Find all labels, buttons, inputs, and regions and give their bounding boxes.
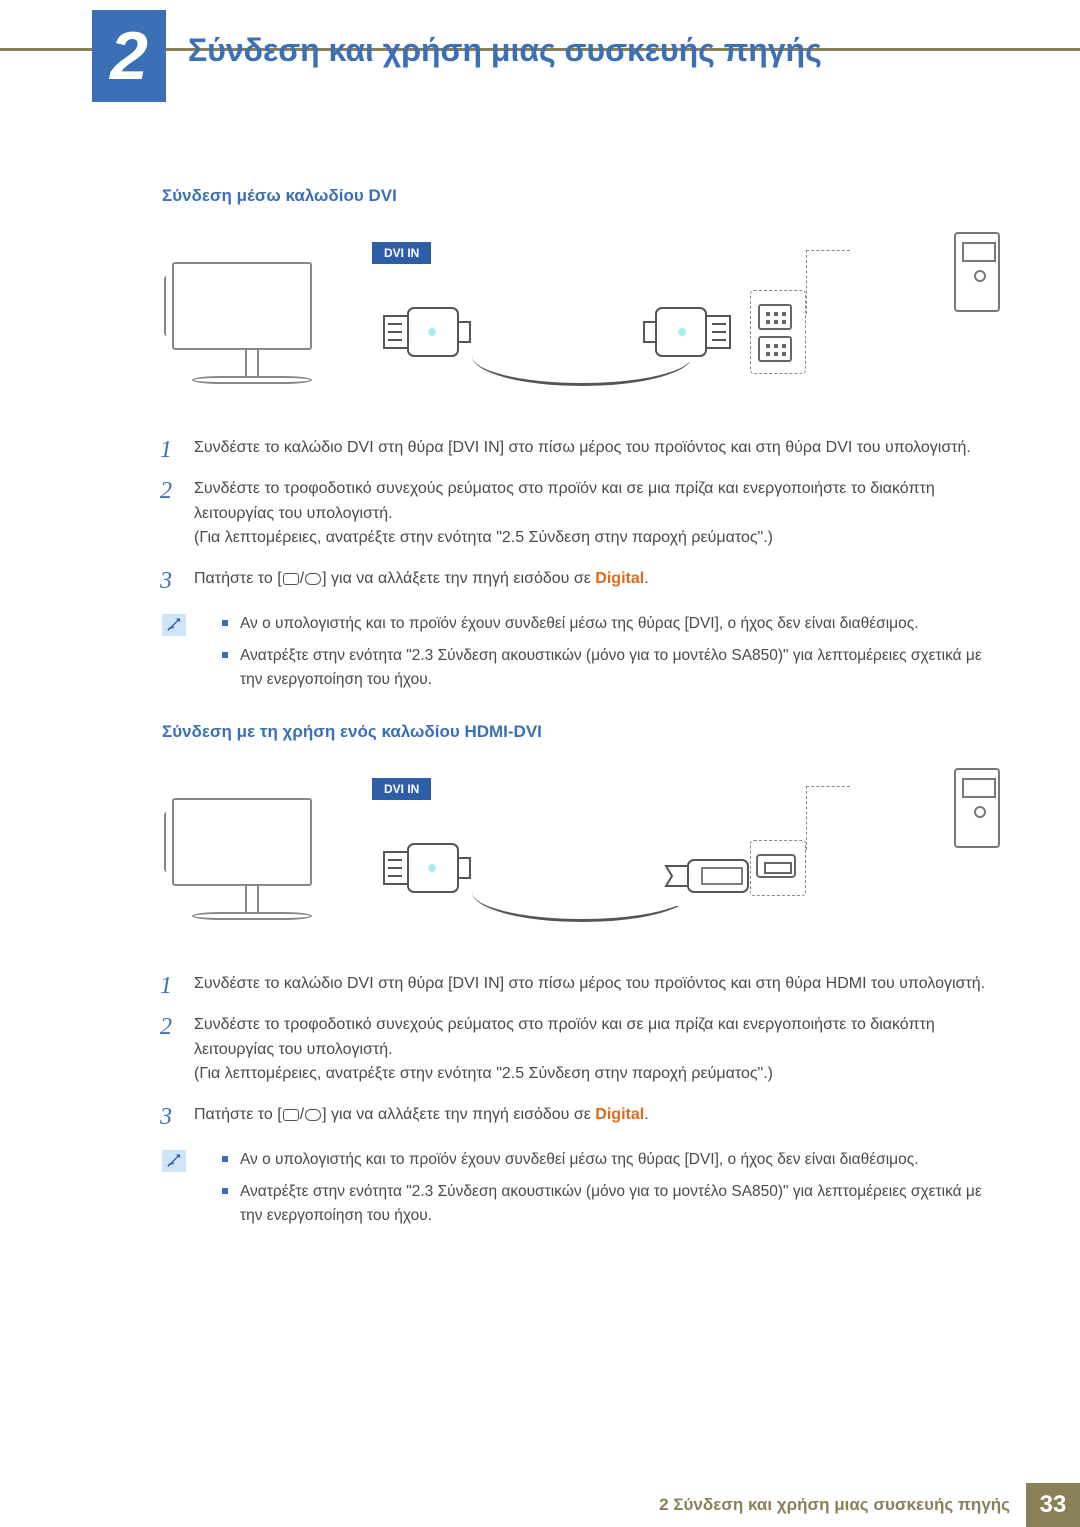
digital-label: Digital xyxy=(595,570,644,587)
cable-arc xyxy=(472,892,692,922)
step-3-post: ] για να αλλάξετε την πηγή εισόδου σε xyxy=(322,1106,595,1123)
dvi-plug-left xyxy=(382,838,472,898)
page-content: Σύνδεση μέσω καλωδίου DVI DVI IN 1Συνδέσ… xyxy=(162,186,1000,1258)
step-1-text: Συνδέστε το καλώδιο DVI στη θύρα [DVI IN… xyxy=(194,439,971,456)
hdmi-plug-right xyxy=(662,846,752,906)
source-icon-round xyxy=(305,573,321,585)
note-block-dvi: Αν ο υπολογιστής και το προϊόν έχουν συν… xyxy=(162,612,1000,692)
step-3-post: ] για να αλλάξετε την πηγή εισόδου σε xyxy=(322,570,595,587)
step-2b-text: (Για λεπτομέρειες, ανατρέξτε στην ενότητ… xyxy=(194,1065,773,1082)
monitor-illustration xyxy=(172,262,332,384)
note-2: Ανατρέξτε στην ενότητα "2.3 Σύνδεση ακου… xyxy=(222,1180,1000,1228)
section-hdmi-dvi: Σύνδεση με τη χρήση ενός καλωδίου HDMI-D… xyxy=(162,722,1000,1228)
page-footer: 2 Σύνδεση και χρήση μιας συσκευής πηγής … xyxy=(0,1483,1080,1527)
steps-list-hdmi-dvi: 1Συνδέστε το καλώδιο DVI στη θύρα [DVI I… xyxy=(160,972,1000,1144)
note-block-hdmi-dvi: Αν ο υπολογιστής και το προϊόν έχουν συν… xyxy=(162,1148,1000,1228)
section-heading-dvi: Σύνδεση μέσω καλωδίου DVI xyxy=(162,186,1000,206)
step-1: 1Συνδέστε το καλώδιο DVI στη θύρα [DVI I… xyxy=(160,436,1000,477)
footer-page-number: 33 xyxy=(1026,1483,1080,1527)
dvi-plug-left xyxy=(382,302,472,362)
port-label-dvi-in: DVI IN xyxy=(372,778,431,800)
step-2: 2 Συνδέστε το τροφοδοτικό συνεχούς ρεύμα… xyxy=(160,1013,1000,1103)
note-1: Αν ο υπολογιστής και το προϊόν έχουν συν… xyxy=(222,612,1000,636)
step-3-pre: Πατήστε το [ xyxy=(194,1106,282,1123)
step-1: 1Συνδέστε το καλώδιο DVI στη θύρα [DVI I… xyxy=(160,972,1000,1013)
note-1: Αν ο υπολογιστής και το προϊόν έχουν συν… xyxy=(222,1148,1000,1172)
diagram-hdmi-dvi: DVI IN xyxy=(172,768,1000,948)
chapter-title: Σύνδεση και χρήση μιας συσκευής πηγής xyxy=(188,32,822,69)
callout-leader xyxy=(806,786,850,850)
callout-leader xyxy=(806,250,850,314)
note-icon xyxy=(162,614,186,636)
note-icon xyxy=(162,1150,186,1172)
step-3: 3 Πατήστε το [/] για να αλλάξετε την πηγ… xyxy=(160,567,1000,608)
step-2a-text: Συνδέστε το τροφοδοτικό συνεχούς ρεύματο… xyxy=(194,480,935,522)
monitor-illustration xyxy=(172,798,332,920)
step-2b-text: (Για λεπτομέρειες, ανατρέξτε στην ενότητ… xyxy=(194,529,773,546)
section-dvi: Σύνδεση μέσω καλωδίου DVI DVI IN 1Συνδέσ… xyxy=(162,186,1000,692)
section-heading-hdmi-dvi: Σύνδεση με τη χρήση ενός καλωδίου HDMI-D… xyxy=(162,722,1000,742)
step-3-end: . xyxy=(644,1106,648,1123)
dvi-plug-right xyxy=(642,302,732,362)
pc-dvi-port-1 xyxy=(758,304,792,330)
step-2: 2 Συνδέστε το τροφοδοτικό συνεχούς ρεύμα… xyxy=(160,477,1000,567)
steps-list-dvi: 1Συνδέστε το καλώδιο DVI στη θύρα [DVI I… xyxy=(160,436,1000,608)
step-1-text: Συνδέστε το καλώδιο DVI στη θύρα [DVI IN… xyxy=(194,975,985,992)
chapter-number-badge: 2 xyxy=(92,10,166,102)
pc-tower-illustration xyxy=(954,232,1000,312)
step-2a-text: Συνδέστε το τροφοδοτικό συνεχούς ρεύματο… xyxy=(194,1016,935,1058)
port-label-dvi-in: DVI IN xyxy=(372,242,431,264)
footer-chapter-label: 2 Σύνδεση και χρήση μιας συσκευής πηγής xyxy=(659,1483,1026,1527)
pc-tower-illustration xyxy=(954,768,1000,848)
note-2: Ανατρέξτε στην ενότητα "2.3 Σύνδεση ακου… xyxy=(222,644,1000,692)
step-3-end: . xyxy=(644,570,648,587)
step-3: 3 Πατήστε το [/] για να αλλάξετε την πηγ… xyxy=(160,1103,1000,1144)
source-icon-rect xyxy=(283,1109,299,1121)
digital-label: Digital xyxy=(595,1106,644,1123)
diagram-dvi: DVI IN xyxy=(172,232,1000,412)
source-icon-rect xyxy=(283,573,299,585)
source-icon-round xyxy=(305,1109,321,1121)
step-3-pre: Πατήστε το [ xyxy=(194,570,282,587)
pc-hdmi-port xyxy=(756,854,796,878)
pc-dvi-port-2 xyxy=(758,336,792,362)
